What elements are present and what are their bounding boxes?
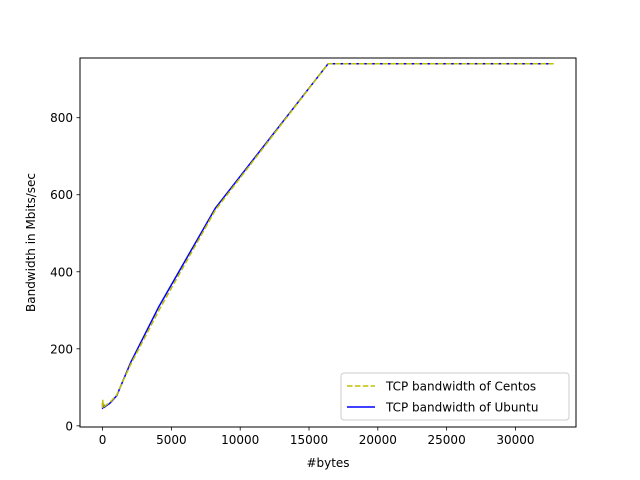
y-tick-label: 0 [65,419,73,433]
plot-frame [79,57,577,428]
y-axis-ticks: 0 200 400 600 800 [50,111,80,433]
y-tick-label: 600 [50,188,73,202]
x-tick-label: 0 [99,433,107,447]
y-axis-label: Bandwidth in Mbits/sec [24,173,38,312]
plot-lines [101,63,554,410]
x-tick-label: 30000 [496,433,534,447]
x-tick-label: 25000 [428,433,466,447]
x-axis-ticks: 0 5000 10000 15000 20000 25000 30000 [99,427,535,447]
x-tick-label: 10000 [221,433,259,447]
series-line-1 [101,63,554,409]
legend-box [340,372,570,421]
x-axis-label: #bytes [306,456,349,470]
y-tick-label: 800 [50,111,73,125]
x-tick-label: 15000 [290,433,328,447]
legend-label-2: TCP bandwidth of Ubuntu [385,401,538,415]
legend: TCP bandwidth of Centos TCP bandwidth of … [340,372,570,421]
legend-label-1: TCP bandwidth of Centos [385,380,536,394]
y-tick-label: 400 [50,265,73,279]
x-tick-label: 20000 [359,433,397,447]
x-tick-label: 5000 [156,433,187,447]
y-tick-label: 200 [50,342,73,356]
